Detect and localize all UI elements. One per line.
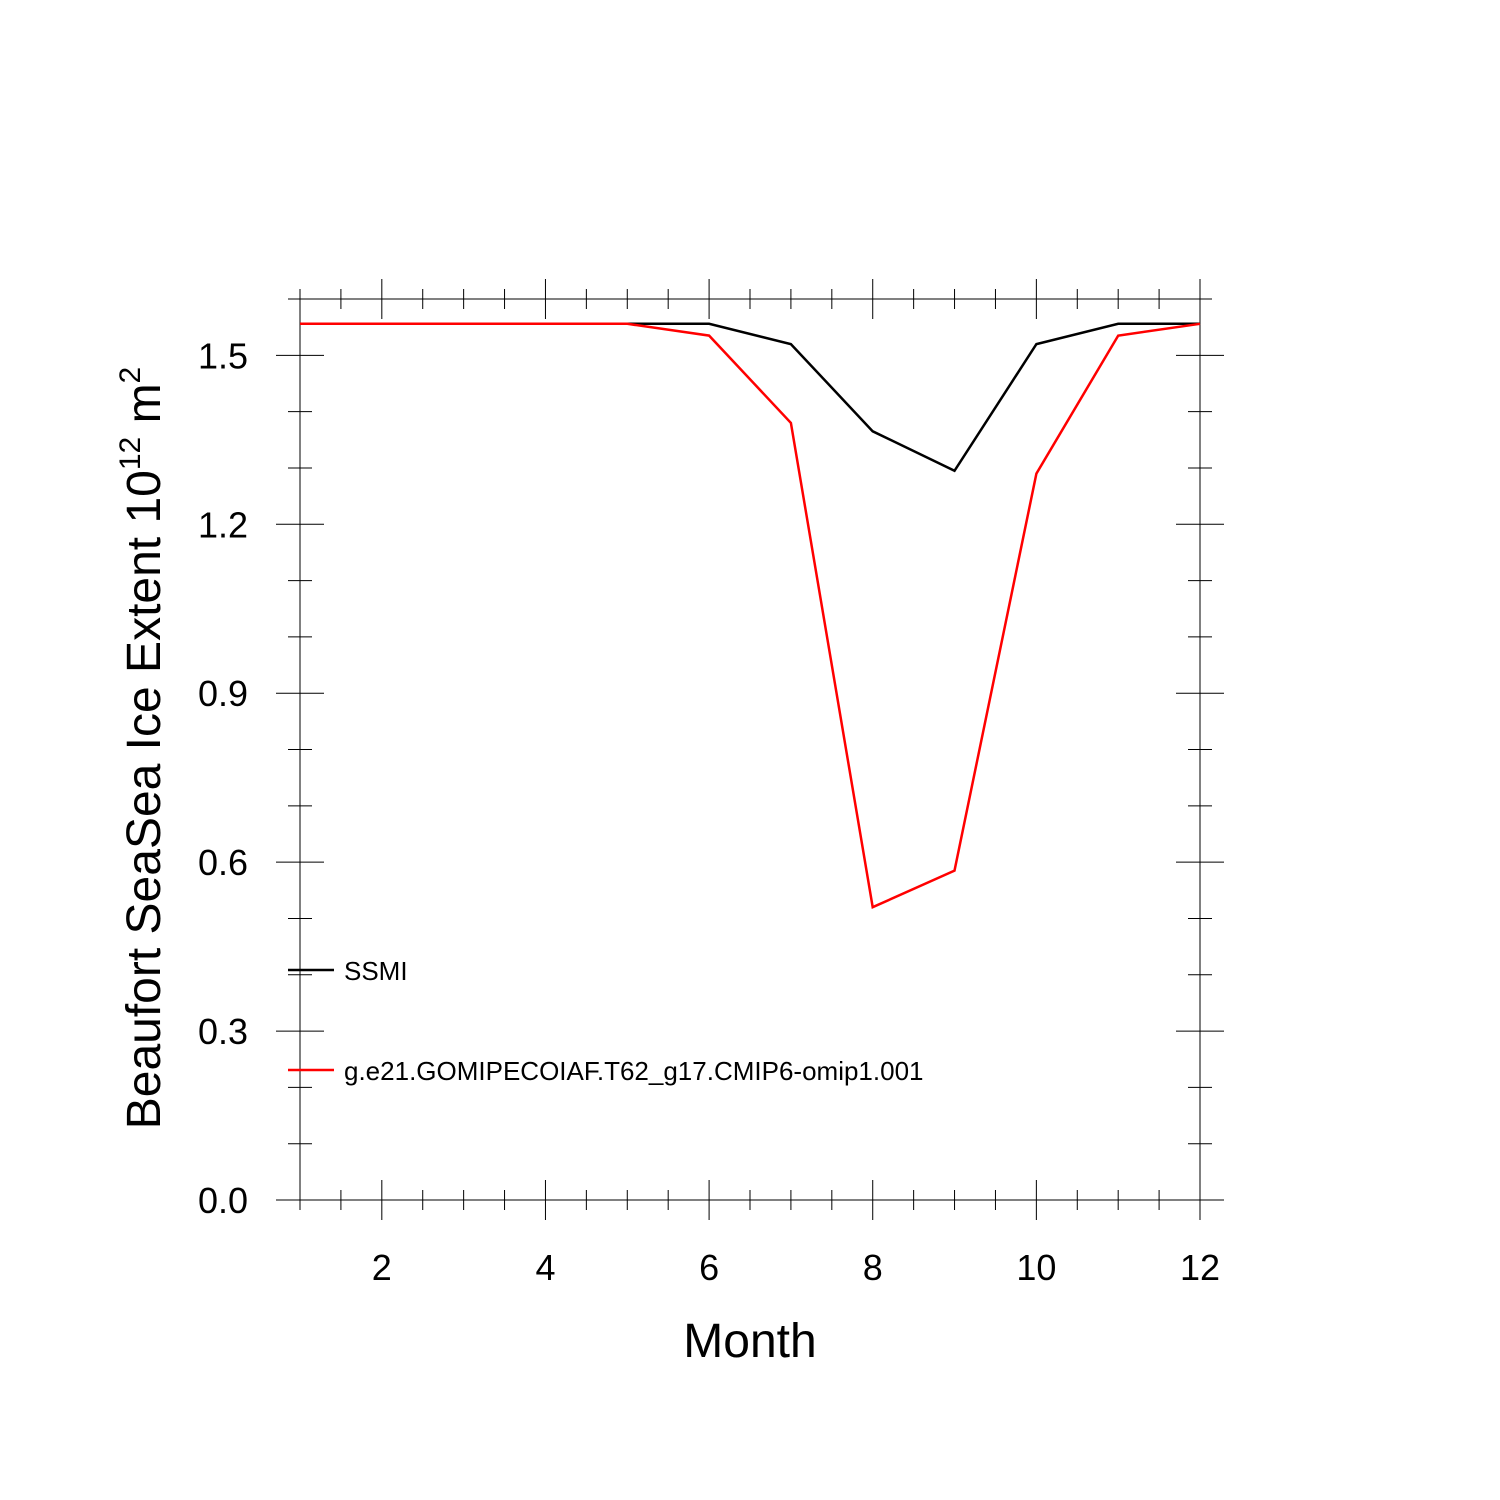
x-tick-label: 12 — [1180, 1247, 1220, 1288]
legend-label-2: g.e21.GOMIPECOIAF.T62_g17.CMIP6-omip1.00… — [344, 1056, 924, 1086]
x-tick-label: 10 — [1016, 1247, 1056, 1288]
major-ticks — [276, 279, 1224, 1220]
legend-label-1: SSMI — [344, 956, 408, 986]
y-tick-label: 0.0 — [198, 1180, 248, 1221]
x-tick-label: 2 — [372, 1247, 392, 1288]
y-tick-label: 0.9 — [198, 673, 248, 714]
minor-ticks — [288, 289, 1212, 1210]
y-tick-labels: 0.0 0.3 0.6 0.9 1.2 1.5 — [198, 335, 248, 1221]
y-tick-label: 1.5 — [198, 335, 248, 376]
legend: SSMI g.e21.GOMIPECOIAF.T62_g17.CMIP6-omip… — [288, 956, 924, 1086]
x-tick-label: 4 — [535, 1247, 555, 1288]
y-tick-label: 1.2 — [198, 504, 248, 545]
x-tick-label: 6 — [699, 1247, 719, 1288]
series-lines — [300, 322, 1201, 910]
x-axis-title: Month — [683, 1315, 816, 1368]
x-tick-labels: 2 4 6 8 10 12 — [372, 1247, 1220, 1288]
y-tick-label: 0.3 — [198, 1011, 248, 1052]
series-line-2 — [300, 322, 1201, 910]
y-axis-title: Beaufort SeaSea Ice Extent 1012 m2 — [114, 367, 171, 1130]
series-line-1 — [300, 322, 1200, 473]
y-tick-label: 0.6 — [198, 842, 248, 883]
x-tick-label: 8 — [863, 1247, 883, 1288]
